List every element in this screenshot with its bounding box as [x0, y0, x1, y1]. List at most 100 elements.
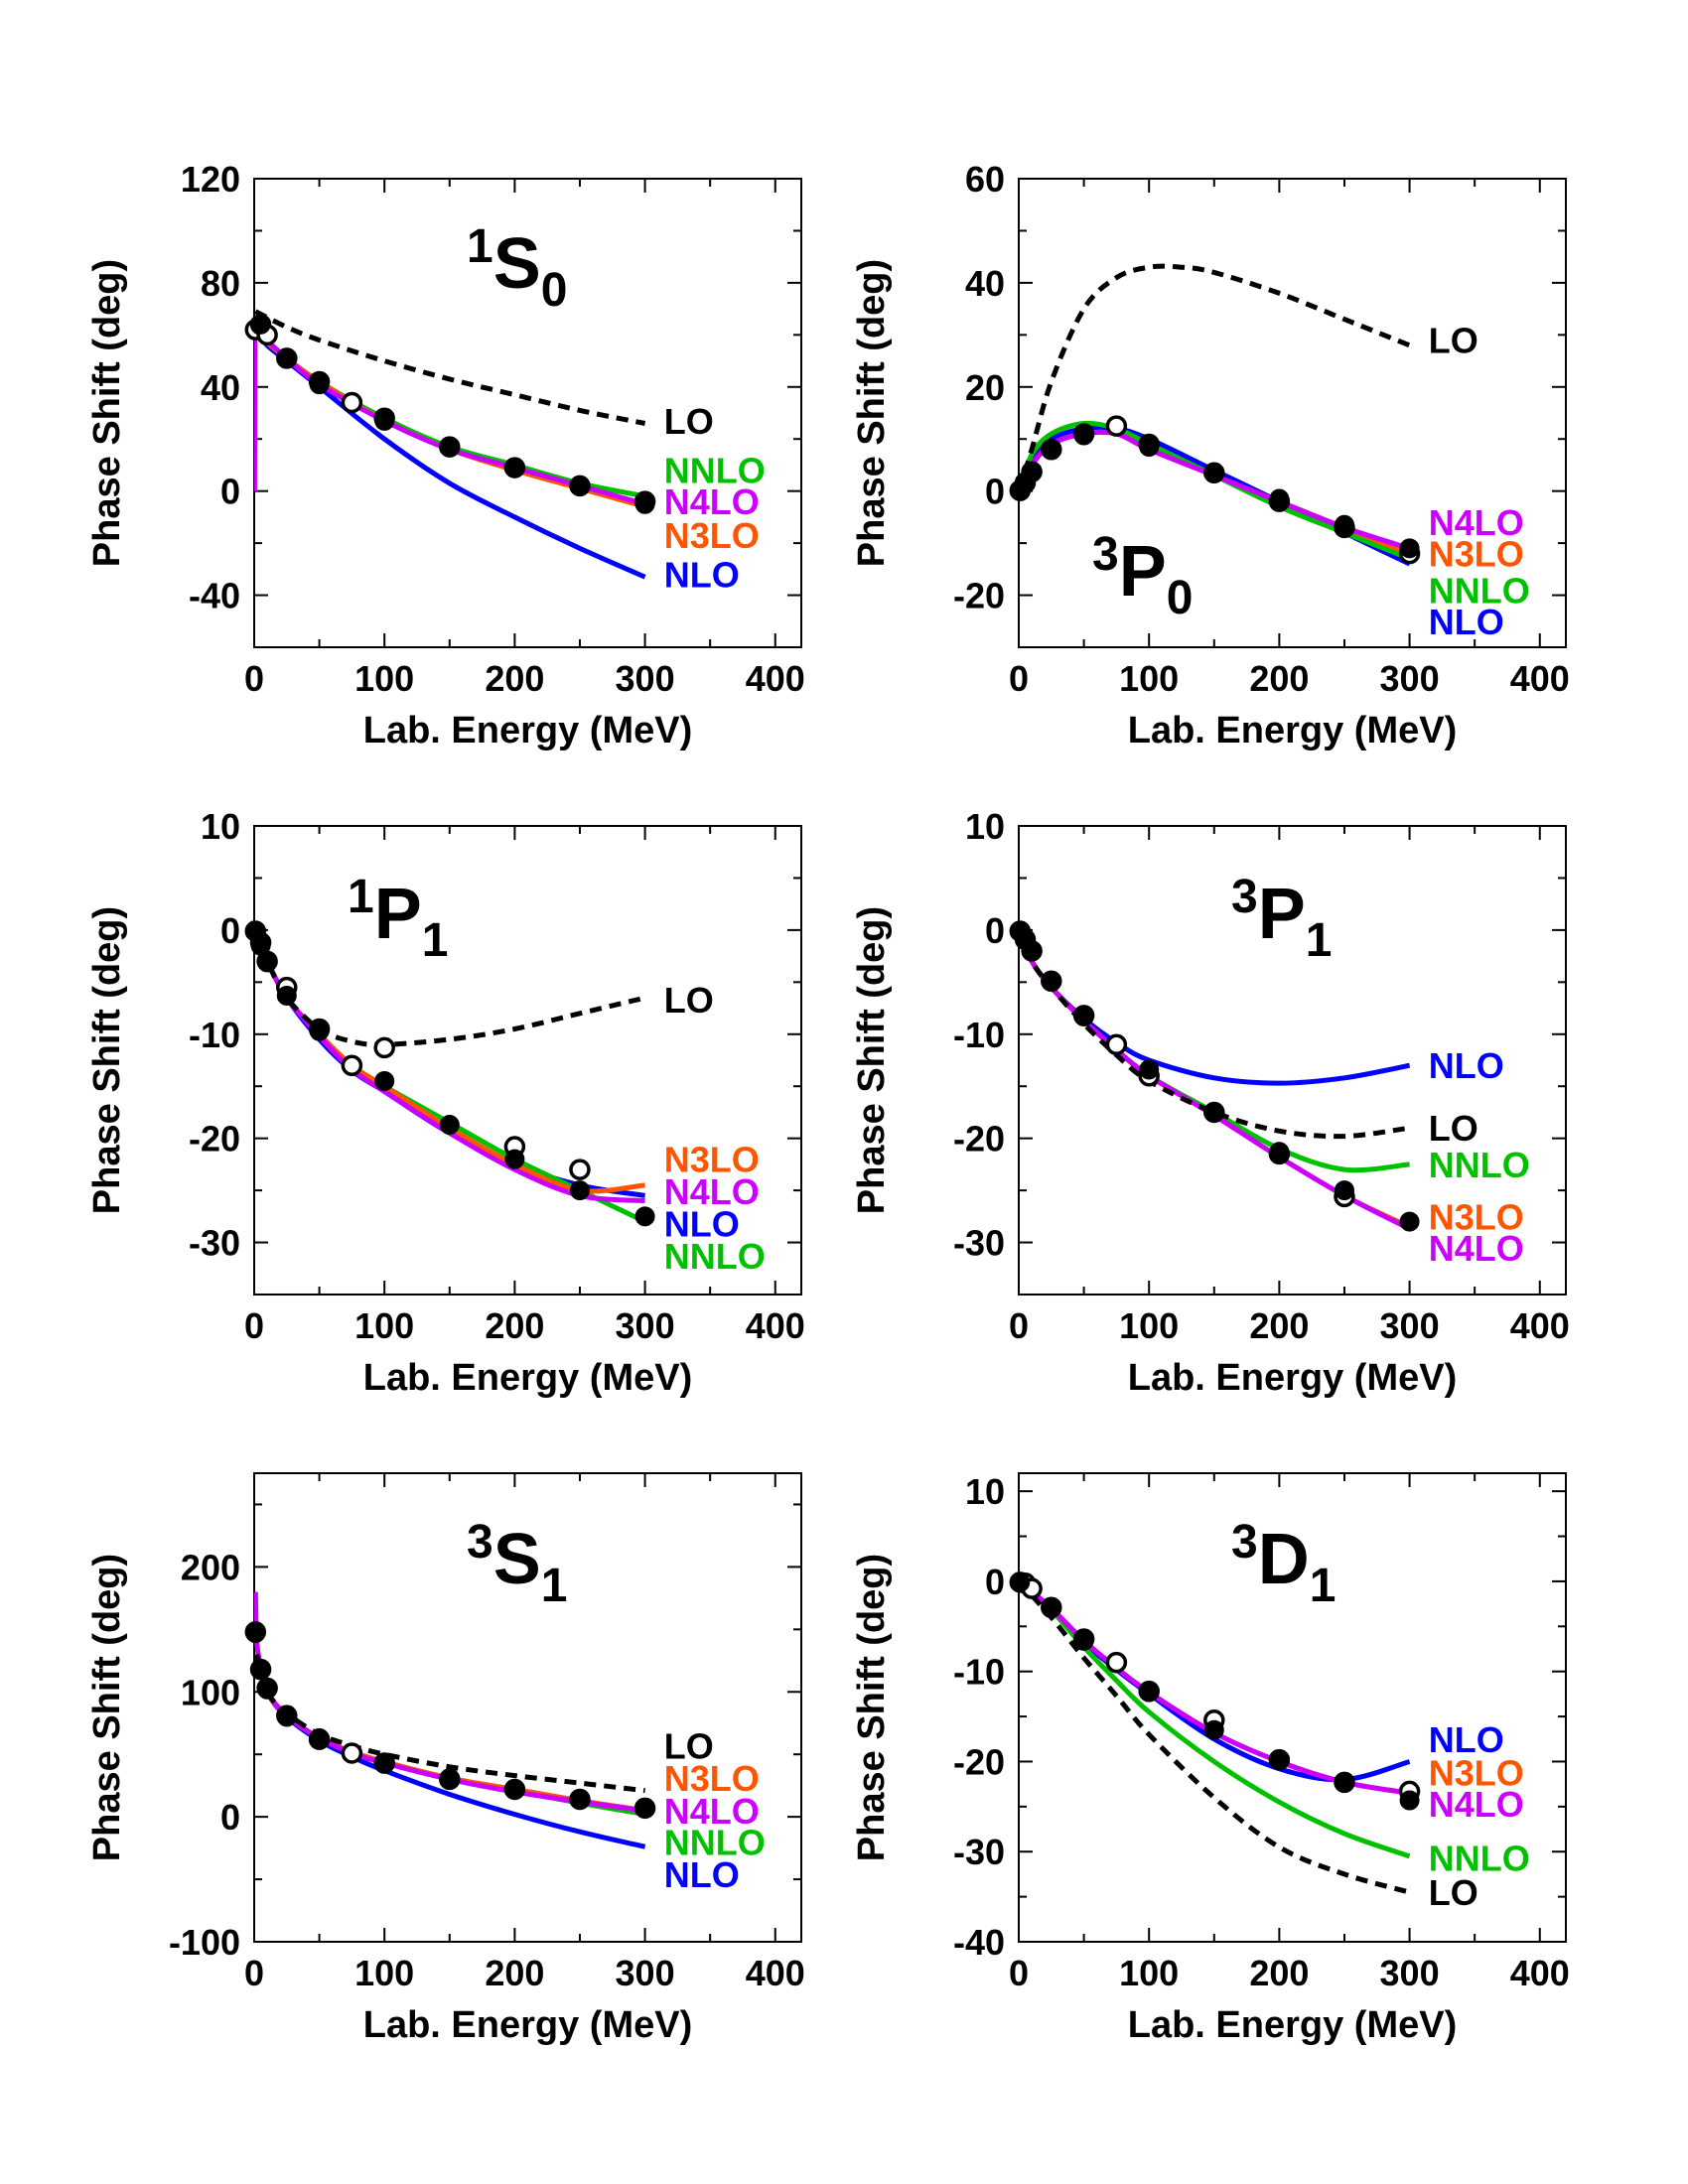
y-tick-label: 10 — [201, 806, 240, 847]
data-markers — [244, 920, 655, 1227]
x-tick-label: 100 — [1119, 1953, 1179, 1993]
series-label-nlo: NLO — [664, 1854, 740, 1895]
data-point-filled — [250, 314, 271, 335]
data-point-open — [1105, 415, 1128, 437]
data-point-filled — [1334, 1772, 1354, 1793]
data-point-open — [1105, 1033, 1128, 1056]
data-point-filled — [374, 410, 395, 431]
data-point-filled — [1399, 1211, 1420, 1232]
series-line-n4lo — [254, 928, 645, 1204]
data-point-filled — [569, 1180, 590, 1201]
series-label-lo: LO — [1429, 1872, 1478, 1913]
x-axis-label: Lab. Energy (MeV) — [1128, 1357, 1458, 1399]
plot-frame — [1018, 825, 1567, 1296]
y-tick-label: 40 — [965, 263, 1005, 304]
x-tick-label: 200 — [485, 658, 544, 699]
data-markers — [1009, 415, 1421, 565]
data-point-filled — [1399, 1790, 1420, 1811]
plot-frame — [1018, 1472, 1567, 1943]
data-point-filled — [1139, 1059, 1160, 1080]
x-tick-label: 100 — [1119, 1305, 1179, 1346]
x-tick-label: 400 — [1510, 1305, 1570, 1346]
series-label-nnlo: NNLO — [664, 1822, 766, 1862]
y-tick-label: -100 — [169, 1922, 240, 1963]
series-line-nnlo — [1019, 420, 1411, 562]
series-label-n4lo: N4LO — [1429, 1784, 1524, 1825]
y-axis-label: Phase Shift (deg) — [86, 259, 128, 567]
x-tick-label: 0 — [1009, 1953, 1029, 1993]
series-label-nnlo: NNLO — [664, 1236, 766, 1277]
x-tick-label: 200 — [485, 1953, 544, 1993]
y-tick-label: 80 — [201, 263, 240, 304]
data-markers — [1009, 1571, 1421, 1811]
data-point-filled — [250, 1659, 271, 1680]
x-tick-label: 100 — [354, 1953, 414, 1993]
x-axis-label: Lab. Energy (MeV) — [363, 2004, 693, 2046]
y-tick-label: -10 — [953, 1015, 1005, 1055]
series-label-n3lo: N3LO — [1429, 534, 1524, 575]
x-tick-label: 0 — [1009, 658, 1029, 699]
data-point-filled — [276, 347, 297, 368]
y-axis-label: Phase Shift (deg) — [86, 906, 128, 1214]
data-point-filled — [634, 1206, 655, 1227]
series-label-nnlo: NNLO — [1429, 570, 1530, 611]
data-point-open — [569, 1159, 591, 1180]
data-point-filled — [1022, 940, 1043, 961]
data-point-filled — [309, 1021, 330, 1041]
data-point-filled — [504, 458, 525, 478]
y-tick-label: -40 — [953, 1922, 1005, 1963]
data-point-open — [341, 391, 363, 414]
x-tick-label: 300 — [1380, 1953, 1440, 1993]
x-axis-label: Lab. Energy (MeV) — [363, 1357, 693, 1399]
data-point-filled — [257, 952, 278, 973]
series-label-nlo: NLO — [664, 1204, 740, 1245]
data-point-filled — [1269, 488, 1290, 509]
data-point-filled — [1334, 1180, 1354, 1201]
data-point-filled — [1073, 425, 1094, 446]
y-tick-label: -10 — [189, 1015, 240, 1055]
y-axis-label: Phase Shift (deg) — [851, 259, 893, 567]
data-point-open — [341, 1054, 363, 1076]
partial-wave-label: 3S1 — [467, 1516, 567, 1612]
x-tick-label: 400 — [1510, 1953, 1570, 1993]
series-label-n4lo: N4LO — [664, 1791, 760, 1832]
partial-wave-label: 3P1 — [1231, 871, 1332, 967]
x-tick-label: 400 — [1510, 658, 1570, 699]
x-tick-label: 100 — [1119, 658, 1179, 699]
series-label-nlo: NLO — [664, 555, 740, 596]
series-label-lo: LO — [664, 1725, 714, 1766]
y-tick-label: 0 — [985, 472, 1005, 512]
y-tick-label: -30 — [953, 1223, 1005, 1264]
y-tick-label: 10 — [965, 806, 1005, 847]
y-tick-label: -20 — [953, 1119, 1005, 1160]
data-point-filled — [569, 1789, 590, 1810]
x-axis-label: Lab. Energy (MeV) — [1128, 710, 1458, 751]
x-tick-label: 100 — [354, 658, 414, 699]
data-point-filled — [257, 1679, 278, 1700]
x-tick-label: 0 — [244, 1305, 264, 1346]
y-axis-label: Phase Shift (deg) — [851, 1554, 893, 1861]
y-tick-label: 120 — [181, 159, 240, 200]
data-point-filled — [1399, 538, 1420, 559]
series-label-nlo: NLO — [1429, 1045, 1504, 1086]
partial-wave-label: 3D1 — [1231, 1516, 1336, 1612]
data-point-filled — [245, 1623, 266, 1644]
data-point-filled — [1073, 1630, 1094, 1651]
series-label-n3lo: N3LO — [1429, 1752, 1524, 1793]
series-label-nlo: NLO — [1429, 602, 1504, 642]
x-tick-label: 300 — [616, 1305, 675, 1346]
x-tick-label: 400 — [746, 1953, 805, 1993]
curves — [1019, 1578, 1411, 1895]
data-point-filled — [276, 985, 297, 1006]
x-tick-label: 300 — [616, 658, 675, 699]
x-tick-label: 400 — [746, 658, 805, 699]
data-point-filled — [309, 374, 330, 395]
data-markers — [244, 314, 656, 514]
x-tick-label: 0 — [244, 658, 264, 699]
data-point-filled — [1269, 1749, 1290, 1770]
series-line-lo — [254, 1653, 645, 1794]
series-label-lo: LO — [664, 401, 714, 442]
